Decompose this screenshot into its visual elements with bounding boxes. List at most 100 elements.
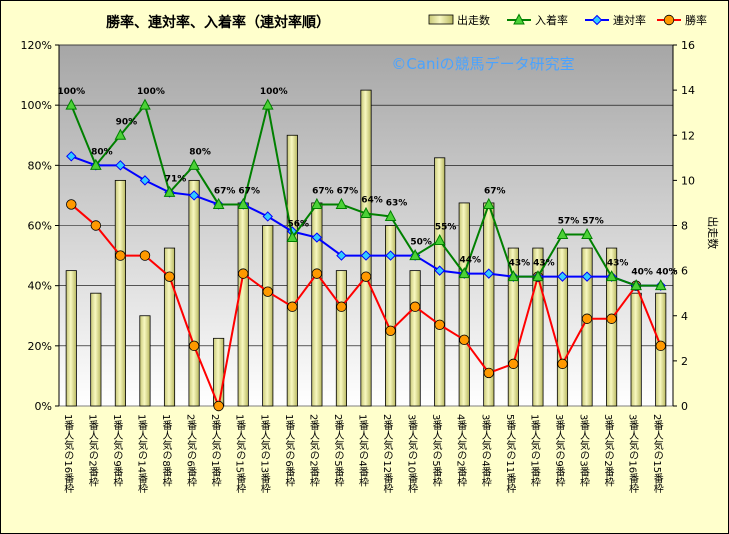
left-tick-label: 80% bbox=[28, 159, 52, 172]
point-marker bbox=[591, 14, 603, 26]
category-label: 2番人気の6番枠 bbox=[185, 414, 197, 488]
point-marker bbox=[409, 249, 421, 261]
point-marker bbox=[262, 211, 273, 222]
left-tick-label: 20% bbox=[28, 340, 52, 353]
point-marker bbox=[360, 250, 372, 261]
legend-label: 連対率 bbox=[613, 13, 646, 27]
point-marker bbox=[286, 230, 299, 243]
bar bbox=[606, 247, 618, 407]
point-marker bbox=[188, 190, 200, 201]
point-marker bbox=[287, 301, 298, 312]
bar bbox=[507, 247, 519, 407]
point-marker bbox=[532, 270, 544, 282]
category-label: 1番人気の6番枠 bbox=[283, 414, 295, 488]
point-marker bbox=[262, 286, 273, 297]
right-tick-label: 8 bbox=[681, 220, 688, 233]
right-tick-label: 0 bbox=[681, 400, 688, 413]
data-label: 71% bbox=[165, 174, 187, 184]
data-label: 55% bbox=[435, 223, 457, 233]
category-label: 3番人気の10番枠 bbox=[406, 414, 418, 494]
point-marker bbox=[556, 227, 569, 240]
legend-label: 入着率 bbox=[535, 13, 568, 27]
data-labels: 100%80%90%100%71%80%67% 67%100%56%67% 67%6… bbox=[57, 87, 678, 278]
point-marker bbox=[483, 268, 495, 279]
point-marker bbox=[311, 232, 323, 243]
point-marker bbox=[663, 14, 675, 26]
data-label: 44% bbox=[459, 256, 481, 266]
point-marker bbox=[188, 340, 200, 352]
bar-series bbox=[65, 89, 667, 407]
point-marker bbox=[360, 271, 372, 282]
data-label: 40% bbox=[631, 268, 653, 278]
data-label: 100% bbox=[137, 87, 165, 97]
category-label: 3番人気の3番枠 bbox=[578, 414, 590, 488]
bar bbox=[114, 179, 126, 407]
bar bbox=[458, 202, 470, 407]
point-marker bbox=[434, 265, 445, 276]
point-marker bbox=[508, 358, 519, 370]
category-label: 3番人気の16番枠 bbox=[627, 414, 639, 494]
category-label: 2番人気の5番枠 bbox=[332, 414, 344, 488]
right-tick-label: 4 bbox=[681, 310, 688, 323]
category-label: 4番人気の2番枠 bbox=[455, 414, 467, 488]
category-label: 1番人気の15番枠 bbox=[234, 414, 246, 494]
right-tick-label: 16 bbox=[681, 39, 695, 52]
data-label: 80% bbox=[189, 147, 211, 157]
point-marker bbox=[409, 301, 421, 312]
bar bbox=[385, 225, 397, 407]
right-tick-label: 14 bbox=[681, 84, 695, 97]
point-marker bbox=[139, 98, 151, 110]
point-marker bbox=[115, 160, 126, 171]
point-marker bbox=[311, 268, 323, 279]
point-marker bbox=[66, 151, 77, 162]
bar bbox=[163, 247, 176, 407]
data-label: 67% bbox=[312, 186, 334, 196]
data-label: 64% bbox=[361, 195, 383, 205]
point-marker bbox=[630, 279, 642, 291]
legend: 出走数 入着率 連対率 勝率 bbox=[428, 13, 707, 27]
bar bbox=[90, 292, 102, 407]
category-label: 2番人気の1番枠 bbox=[209, 414, 221, 488]
left-tick-label: 60% bbox=[28, 220, 52, 233]
legend-item: 勝率 bbox=[657, 13, 707, 27]
point-marker bbox=[164, 271, 175, 282]
bar bbox=[65, 270, 77, 407]
point-marker bbox=[655, 340, 666, 352]
data-label: 43% bbox=[509, 259, 531, 269]
point-marker bbox=[654, 279, 667, 291]
point-marker bbox=[261, 98, 274, 110]
legend-item: 出走数 bbox=[428, 13, 490, 27]
point-marker bbox=[335, 197, 348, 209]
data-label: 57% bbox=[558, 217, 580, 227]
series-triangle bbox=[65, 98, 667, 291]
left-tick-label: 0% bbox=[35, 400, 52, 413]
category-label: 2番人気の12番枠 bbox=[381, 414, 393, 494]
category-label: 2番人気の15番枠 bbox=[651, 414, 663, 494]
point-marker bbox=[513, 13, 525, 25]
right-tick-label: 2 bbox=[681, 355, 688, 368]
data-label: 40% bbox=[656, 268, 678, 278]
point-marker bbox=[237, 197, 250, 209]
data-label: 80% bbox=[91, 147, 113, 157]
bar bbox=[434, 157, 446, 407]
point-marker bbox=[557, 271, 568, 282]
category-label: 1番人気の9番枠 bbox=[111, 414, 123, 488]
point-marker bbox=[507, 270, 520, 282]
category-label: 3番人気の4番枠 bbox=[479, 414, 491, 488]
bar bbox=[139, 315, 151, 407]
data-label: 100% bbox=[57, 87, 85, 97]
legend-label: 出走数 bbox=[457, 13, 490, 27]
left-tick-label: 120% bbox=[21, 39, 52, 52]
point-marker bbox=[605, 270, 618, 282]
point-marker bbox=[237, 268, 249, 279]
bar bbox=[286, 134, 298, 407]
point-marker bbox=[115, 250, 126, 261]
point-marker bbox=[483, 367, 495, 379]
point-marker bbox=[90, 158, 102, 170]
bar bbox=[630, 292, 642, 407]
right-axis: 0 2 4 6 8 10 12 14 16 bbox=[672, 39, 695, 413]
point-marker bbox=[482, 197, 495, 209]
watermark-text: ©Caniの競馬データ研究室 bbox=[391, 55, 574, 73]
